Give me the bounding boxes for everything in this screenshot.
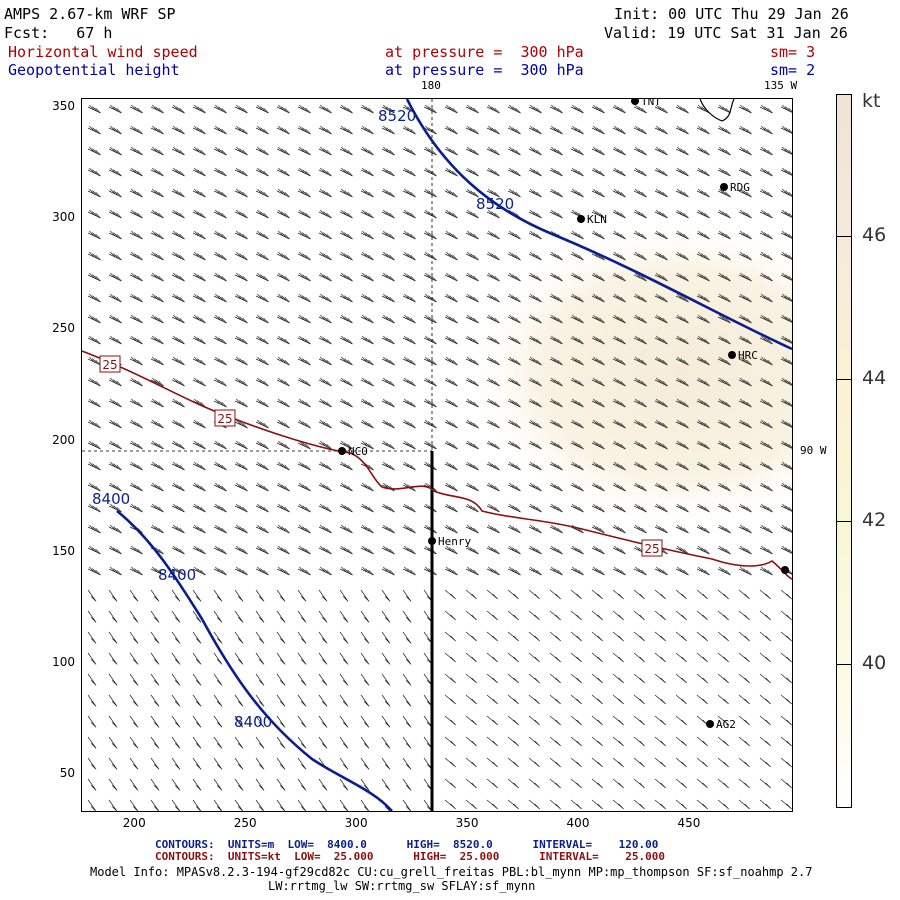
y-tick-label: 350 <box>52 98 75 113</box>
lon-label-90w: 90 W <box>800 444 827 457</box>
wind-speed-shading <box>472 224 792 524</box>
x-tick-label: 450 <box>677 816 701 830</box>
field1-name: Horizontal wind speed <box>8 43 198 61</box>
lon-label-180: 180 <box>421 79 441 92</box>
y-tick-label: 250 <box>52 321 75 336</box>
colorbar-tick-label: 40 <box>862 651 887 674</box>
station-label: NCO <box>348 445 368 458</box>
wind-barbs <box>87 104 792 811</box>
colorbar-tick <box>836 378 852 380</box>
station-dot[interactable] <box>720 183 728 191</box>
map-plot-area[interactable]: NCO KLN RDG HRC Henry AG2 TNT 8520 8520 8400 8400… <box>81 98 793 812</box>
contour-info-speed: CONTOURS: UNITS=kt LOW= 25.000 HIGH= 25.… <box>155 850 665 863</box>
station-label: AG2 <box>716 718 736 731</box>
speed-label-box <box>214 409 236 427</box>
station-label: RDG <box>730 181 750 194</box>
field2-level: at pressure = 300 hPa <box>385 61 584 79</box>
speed-label-box <box>99 355 121 373</box>
field2-smoothing: sm= 2 <box>770 61 816 79</box>
station-label: HRC <box>738 349 758 362</box>
colorbar-tick-label: 42 <box>862 509 887 532</box>
station-dot[interactable] <box>631 99 639 105</box>
coastline <box>699 99 735 122</box>
height-contour-label: 8400 <box>234 713 272 731</box>
colorbar-unit: kt <box>862 90 881 112</box>
model-info-physics: LW:rrtmg_lw SW:rrtmg_sw SFLAY:sf_mynn <box>268 879 536 893</box>
station-dot[interactable] <box>428 537 436 545</box>
station-markers: NCO KLN RDG HRC Henry AG2 TNT <box>338 99 789 731</box>
y-tick-label: 100 <box>52 655 75 670</box>
colorbar-tick <box>836 521 852 523</box>
speed-contour-label: 25 <box>644 542 659 556</box>
y-tick-label: 50 <box>59 766 75 781</box>
height-contour-8520 <box>405 99 792 351</box>
speed-label-box <box>641 539 663 557</box>
station-dot[interactable] <box>728 351 736 359</box>
y-tick-label: 300 <box>52 210 75 225</box>
lon-label-135w: 135 W <box>764 79 798 92</box>
speed-contour-label: 25 <box>102 358 117 372</box>
colorbar <box>836 94 852 808</box>
forecast-hour: Fcst: 67 h <box>4 24 113 42</box>
contour-labels: 8520 8520 8400 8400 8400 25 25 25 <box>92 107 663 731</box>
height-contour-label: 8400 <box>92 490 130 508</box>
colorbar-tick-label: 46 <box>862 224 887 247</box>
x-tick-label: 400 <box>566 816 590 830</box>
x-tick-label: 200 <box>122 816 146 830</box>
valid-time: Valid: 19 UTC Sat 31 Jan 26 <box>604 24 848 42</box>
colorbar-tick <box>836 236 852 238</box>
speed-contour-25 <box>82 350 792 580</box>
model-title: AMPS 2.67-km WRF SP <box>4 5 176 23</box>
field2-name: Geopotential height <box>8 61 180 79</box>
contour-info-height: CONTOURS: UNITS=m LOW= 8400.0 HIGH= 8520… <box>155 838 659 851</box>
colorbar-gradient <box>837 95 851 807</box>
height-contour-8400 <box>116 509 393 811</box>
y-tick-label: 150 <box>52 543 75 558</box>
station-dot[interactable] <box>577 215 585 223</box>
init-time: Init: 00 UTC Thu 29 Jan 26 <box>614 5 849 23</box>
station-label: KLN <box>587 213 607 226</box>
station-label: Henry <box>438 535 471 548</box>
height-contour-label: 8400 <box>158 566 196 584</box>
station-label: TNT <box>641 99 661 108</box>
y-tick-label: 200 <box>52 432 75 447</box>
x-tick-label: 350 <box>455 816 479 830</box>
field1-smoothing: sm= 3 <box>770 43 816 61</box>
field1-level: at pressure = 300 hPa <box>385 43 584 61</box>
height-contour-label: 8520 <box>378 107 416 125</box>
model-info: Model Info: MPASv8.2.3-194-gf29cd82c CU:… <box>90 865 813 879</box>
station-dot[interactable] <box>338 447 346 455</box>
x-tick-label: 250 <box>233 816 257 830</box>
station-dot[interactable] <box>781 566 789 574</box>
colorbar-tick-label: 44 <box>862 366 887 389</box>
speed-contour-label: 25 <box>217 412 232 426</box>
map-canvas: NCO KLN RDG HRC Henry AG2 TNT 8520 8520 8400 8400… <box>82 99 792 811</box>
height-contour-label: 8520 <box>476 195 514 213</box>
x-tick-label: 300 <box>344 816 368 830</box>
station-dot[interactable] <box>706 720 714 728</box>
colorbar-tick <box>836 663 852 665</box>
